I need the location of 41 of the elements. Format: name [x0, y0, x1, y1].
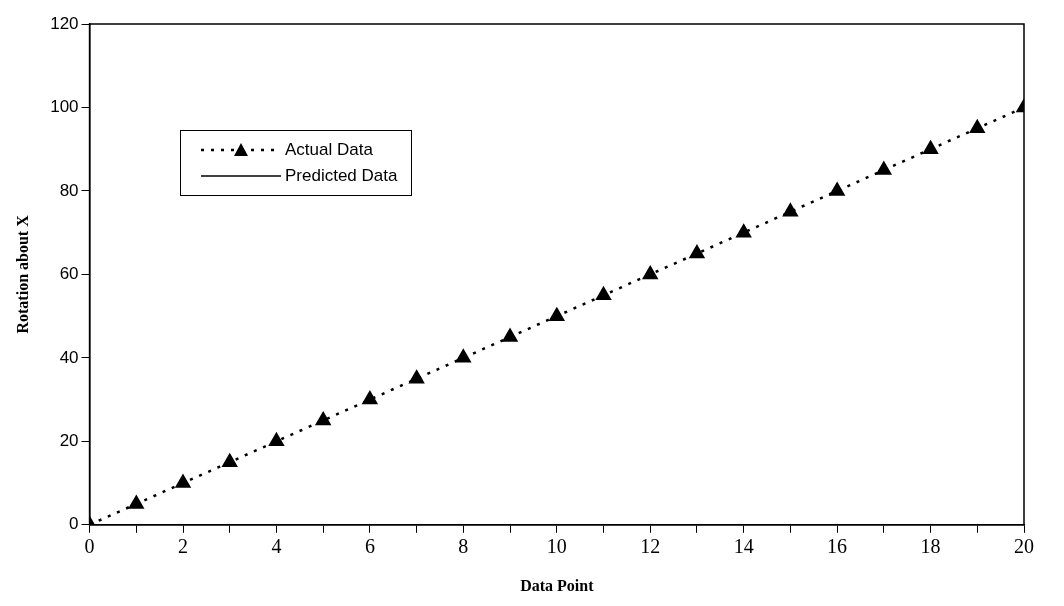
x-tick-label: 14 [733, 535, 754, 558]
point [222, 453, 238, 467]
point [456, 349, 471, 363]
x-axis-title: Data Point [520, 576, 595, 594]
point [923, 140, 938, 154]
legend-label: Actual Data [285, 140, 373, 160]
point [829, 182, 845, 196]
x-tick-label: 8 [458, 535, 469, 558]
y-tick-label: 80 [59, 180, 79, 200]
x-tick-label: 16 [827, 535, 848, 558]
y-tick-label: 100 [50, 97, 79, 117]
point [315, 412, 331, 426]
x-tick-label: 4 [271, 535, 282, 558]
x-tick-label: 0 [84, 535, 95, 558]
x-tick-label: 2 [178, 535, 189, 558]
legend-label: Predicted Data [285, 166, 398, 186]
point [502, 328, 518, 342]
point [409, 370, 424, 384]
point [128, 495, 144, 509]
y-tick-label: 0 [69, 514, 79, 534]
y-tick-label: 40 [59, 347, 79, 367]
point [642, 266, 658, 280]
y-tick-label: 20 [59, 431, 79, 451]
point [269, 433, 284, 447]
point [549, 307, 565, 321]
x-tick-label: 6 [364, 535, 375, 558]
x-tick-label: 12 [640, 535, 661, 558]
point [783, 203, 798, 217]
point [596, 287, 611, 301]
x-tick-label: 10 [546, 535, 567, 558]
y-axis-title: Rotation about X [13, 214, 31, 334]
point [736, 224, 751, 238]
point [876, 161, 892, 175]
x-tick-label: 18 [920, 535, 941, 558]
y-tick-label: 120 [50, 13, 79, 33]
y-tick-label: 60 [59, 264, 79, 284]
x-tick-label: 20 [1014, 535, 1034, 558]
point [969, 120, 985, 134]
point [175, 474, 191, 488]
point [689, 245, 705, 259]
point [362, 391, 378, 405]
